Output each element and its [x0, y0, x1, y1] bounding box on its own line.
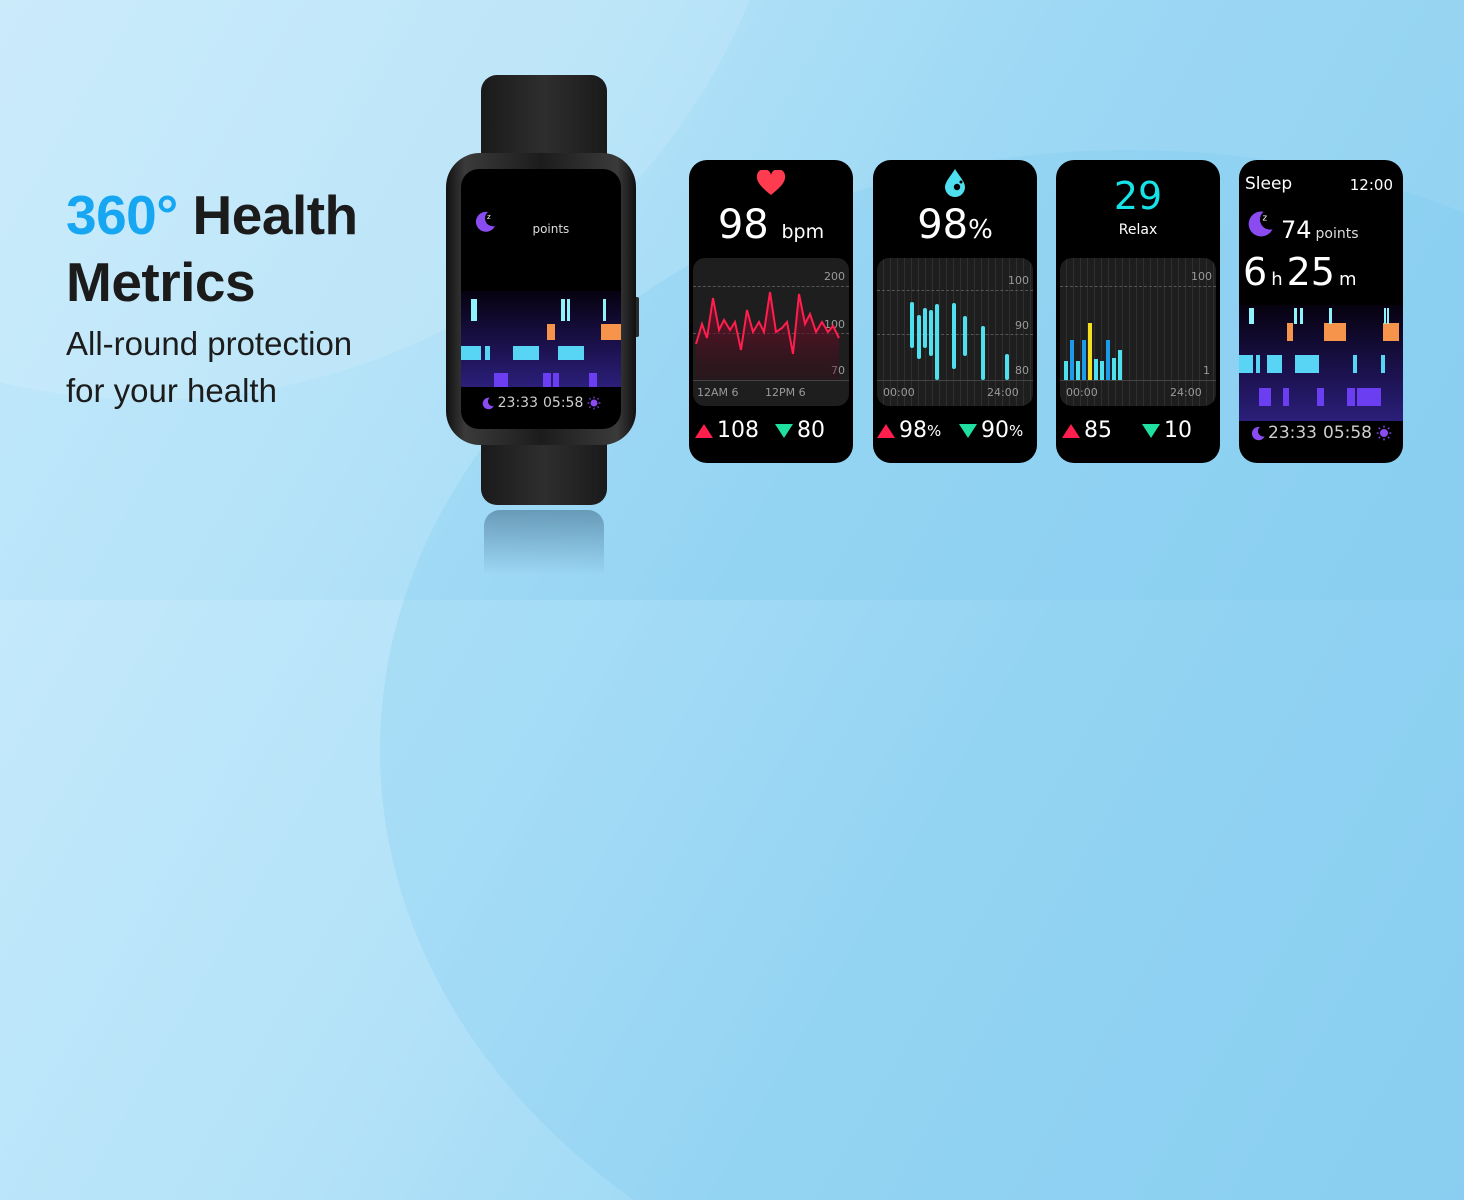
- stress-value: 29: [1113, 174, 1163, 218]
- sun-icon: [1376, 425, 1392, 441]
- down-arrow-icon: [959, 423, 977, 438]
- blood-oxygen-drop-icon: [945, 169, 965, 197]
- spo2-value: 98%: [917, 202, 993, 248]
- svg-text:z: z: [487, 213, 491, 221]
- down-arrow-icon: [1142, 423, 1160, 438]
- watch-strap-top: [481, 75, 607, 165]
- heart-rate-value: 98 bpm: [717, 202, 825, 248]
- watch-screen: Sleep 12:00 z 74 points 6 h25 m: [461, 169, 621, 429]
- headline-title-line2: Metrics: [66, 251, 256, 313]
- svg-text:z: z: [1263, 214, 1268, 224]
- heart-icon: [756, 170, 786, 195]
- sun-icon: [587, 396, 601, 410]
- up-arrow-icon: [695, 423, 713, 438]
- clock-time: 12:00: [1349, 176, 1393, 194]
- sleep-score: z 74 points: [473, 209, 569, 238]
- smartwatch: Sleep 12:00 z 74 points 6 h25 m: [446, 75, 642, 575]
- stress-max: 85: [1062, 418, 1112, 443]
- sleep-score: z 74 points: [1245, 208, 1359, 244]
- spo2-min: 90%: [959, 418, 1023, 443]
- moon-icon: [1251, 426, 1265, 441]
- spo2-max: 98%: [877, 418, 941, 443]
- watch-strap-bottom: [481, 435, 607, 505]
- stress-chart: 100 1 00:00 24:00: [1060, 258, 1216, 406]
- up-arrow-icon: [1062, 423, 1080, 438]
- heart-rate-chart: 200 100 70 12AM 6 12PM 6: [693, 258, 849, 406]
- watch-side-button: [634, 297, 639, 337]
- headline-accent: 360°: [66, 184, 178, 246]
- sleep-times: 23:33 05:58: [461, 395, 621, 411]
- moon-sleep-icon: z: [1248, 211, 1273, 237]
- headline-block: 360° Health Metrics All-round protection…: [66, 182, 358, 414]
- heart-rate-max: 108: [695, 418, 759, 443]
- moon-icon: [482, 397, 494, 410]
- up-arrow-icon: [877, 423, 895, 438]
- stress-min: 10: [1142, 418, 1192, 443]
- sleep-title: Sleep: [1245, 174, 1293, 194]
- sleep-stage-chart: [1239, 305, 1403, 421]
- sleep-card: Sleep 12:00 z 74 points 6 h 25 m 23:33 05:5…: [1239, 160, 1403, 463]
- heart-rate-card: 98 bpm 200 100 70 12AM 6 12PM 6 108 80: [689, 160, 853, 463]
- heart-rate-line: [695, 291, 840, 380]
- watch-case: Sleep 12:00 z 74 points 6 h25 m: [446, 153, 636, 445]
- sleep-stage-chart: [461, 291, 621, 387]
- headline-subtitle: All-round protection for your health: [66, 325, 353, 409]
- stress-card: 29 Relax 100 1 00:00 24:00 85 10: [1056, 160, 1220, 463]
- moon-sleep-icon: z: [475, 211, 495, 232]
- sleep-times: 23:33 05:58: [1239, 423, 1403, 443]
- stress-label: Relax: [1118, 222, 1158, 238]
- sleep-title: Sleep: [475, 183, 517, 201]
- down-arrow-icon: [775, 423, 793, 438]
- spo2-chart: 100 90 80 00:00 24:00: [877, 258, 1033, 406]
- heart-rate-min: 80: [775, 418, 825, 443]
- headline-title: 360° Health: [66, 184, 358, 246]
- watch-reflection: [484, 510, 604, 575]
- clock-time: 12:00: [571, 185, 609, 200]
- spo2-card: 98% 100 90 80 00:00 24:00 98% 90%: [873, 160, 1037, 463]
